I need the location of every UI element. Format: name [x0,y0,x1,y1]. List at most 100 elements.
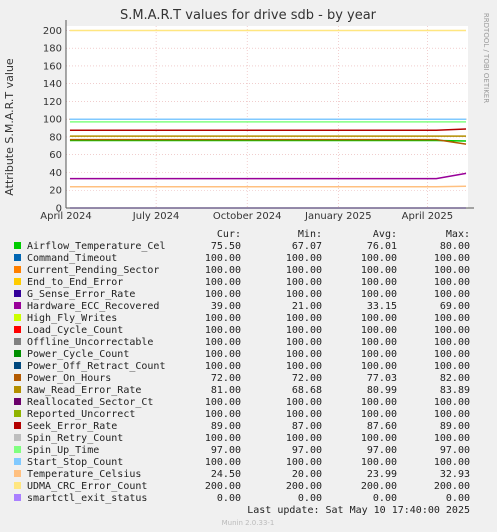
legend-swatch [14,398,21,405]
legend-value: 100.00 [361,433,397,444]
legend-value: 81.00 [211,385,241,396]
legend-series-name: Load_Cycle_Count [27,325,123,336]
y-tick-label: 100 [43,115,62,126]
legend-series-name: Current_Pending_Sector [27,265,159,276]
legend-value: 100.00 [286,277,322,288]
legend-value: 100.00 [205,361,241,372]
x-tick-label: April 2024 [40,211,91,222]
series-lines [69,29,467,209]
legend-value: 100.00 [434,253,470,264]
legend-value: 100.00 [434,325,470,336]
y-axis-label: Attribute S.M.A.R.T value [3,58,16,196]
legend-swatch [14,242,21,249]
legend-series-name: Spin_Retry_Count [27,433,123,444]
legend-value: 0.00 [217,493,241,504]
legend-value: 87.60 [367,421,397,432]
y-tick-label: 160 [43,61,62,72]
legend-value: 72.00 [292,373,322,384]
x-ticks: April 2024 July 2024 October 2024 January 2… [40,211,453,222]
legend-series-name: Command_Timeout [27,253,117,264]
legend-value: 200.00 [434,481,470,492]
legend-swatch [14,374,21,381]
legend-series-name: Temperature_Celsius [27,469,141,480]
legend-series-name: Start_Stop_Count [27,457,123,468]
legend-value: 100.00 [361,337,397,348]
legend-value: 100.00 [361,265,397,276]
legend-value: 100.00 [434,289,470,300]
legend-value: 100.00 [286,361,322,372]
legend-value: 100.00 [361,313,397,324]
legend-series-name: G_Sense_Error_Rate [27,289,135,300]
legend-value: 100.00 [205,253,241,264]
legend-value: 83.89 [440,385,470,396]
legend-series-name: UDMA_CRC_Error_Count [27,481,147,492]
y-tick-label: 80 [49,132,62,143]
legend-swatch [14,386,21,393]
legend-value: 32.93 [440,469,470,480]
legend-value: 100.00 [205,409,241,420]
x-tick-label: January 2025 [304,211,372,222]
legend-swatch [14,254,21,261]
legend-series-name: Reported_Uncorrect [27,409,135,420]
legend-value: 67.07 [292,241,322,252]
legend-swatch [14,338,21,345]
legend-swatch [14,446,21,453]
series-line [69,138,467,145]
legend-value: 100.00 [286,253,322,264]
legend-value: 100.00 [434,457,470,468]
legend-value: 87.00 [292,421,322,432]
legend-value: 100.00 [434,337,470,348]
legend-value: 100.00 [286,325,322,336]
legend-value: 100.00 [434,277,470,288]
legend-swatch [14,302,21,309]
legend-series-name: Power_Cycle_Count [27,349,129,360]
legend-value: 100.00 [361,277,397,288]
legend-value: 100.00 [434,409,470,420]
legend-value: 100.00 [361,409,397,420]
legend-value: 77.03 [367,373,397,384]
legend-swatch [14,278,21,285]
legend-column-header: Min: [298,229,322,240]
legend-value: 100.00 [286,289,322,300]
legend-swatch [14,266,21,273]
legend-value: 100.00 [361,349,397,360]
legend-series-name: Power_Off_Retract_Count [27,361,165,372]
legend-value: 100.00 [205,349,241,360]
x-tick-label: April 2025 [402,211,453,222]
legend: Airflow_Temperature_Cel 75.50 67.07 76.01 80… [14,241,470,504]
x-tick-label: July 2024 [132,211,180,222]
legend-value: 100.00 [434,349,470,360]
legend-value: 100.00 [286,313,322,324]
legend-swatch [14,494,21,501]
legend-value: 100.00 [205,433,241,444]
legend-value: 97.00 [211,445,241,456]
chart-title: S.M.A.R.T values for drive sdb - by year [120,8,377,23]
legend-value: 100.00 [205,397,241,408]
series-line [69,128,467,131]
legend-value: 100.00 [286,409,322,420]
legend-series-name: End_to_End_Error [27,277,123,288]
legend-value: 24.50 [211,469,241,480]
legend-value: 97.00 [292,445,322,456]
legend-value: 97.00 [440,445,470,456]
legend-value: 100.00 [205,325,241,336]
y-tick-label: 0 [56,204,62,215]
legend-value: 100.00 [434,361,470,372]
legend-value: 69.00 [440,301,470,312]
legend-value: 100.00 [286,397,322,408]
plot-area [66,26,468,208]
legend-series-name: Raw_Read_Error_Rate [27,385,141,396]
legend-value: 200.00 [286,481,322,492]
legend-value: 100.00 [205,337,241,348]
legend-series-name: Spin_Up_Time [27,445,99,456]
legend-swatch [14,326,21,333]
legend-value: 68.68 [292,385,322,396]
legend-value: 21.00 [292,301,322,312]
legend-swatch [14,362,21,369]
legend-value: 100.00 [434,265,470,276]
legend-column-header: Max: [446,229,470,240]
y-tick-label: 40 [49,168,62,179]
legend-value: 100.00 [286,433,322,444]
legend-value: 200.00 [361,481,397,492]
